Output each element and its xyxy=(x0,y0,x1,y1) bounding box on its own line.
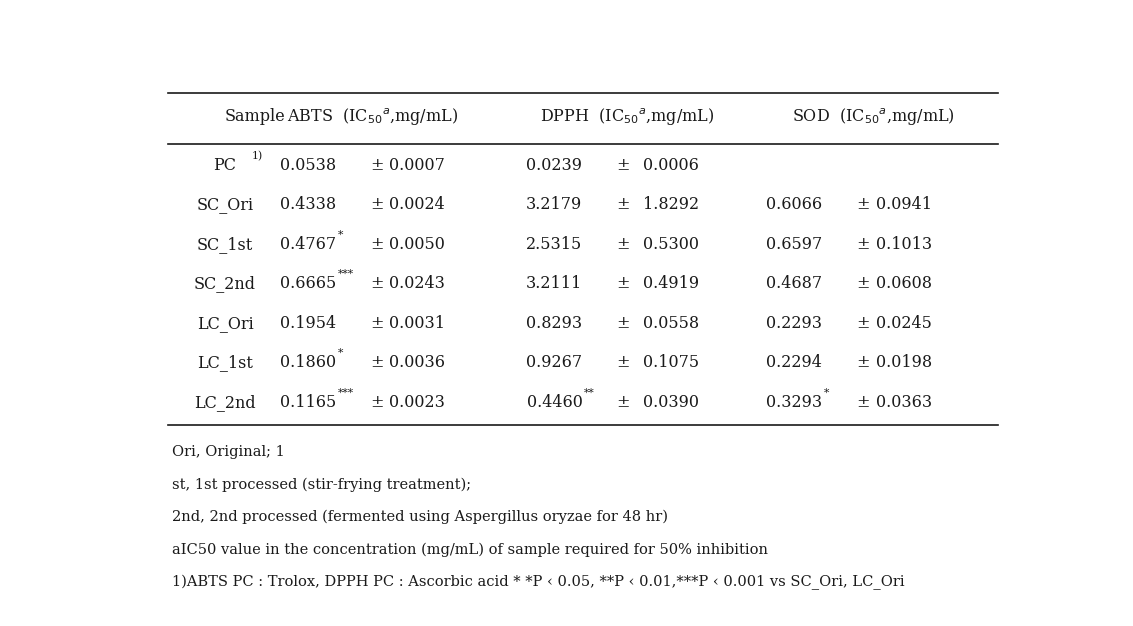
Text: LC_2nd: LC_2nd xyxy=(194,394,256,411)
Text: ±: ± xyxy=(616,315,630,332)
Text: ±: ± xyxy=(857,315,870,332)
Text: ±: ± xyxy=(616,394,630,411)
Text: 2nd, 2nd processed (fermented using Aspergillus oryzae for 48 hr): 2nd, 2nd processed (fermented using Aspe… xyxy=(172,510,668,525)
Text: st, 1st processed (stir-frying treatment);: st, 1st processed (stir-frying treatment… xyxy=(172,477,471,491)
Text: ±: ± xyxy=(616,354,630,371)
Text: SC_Ori: SC_Ori xyxy=(196,197,254,213)
Text: SC_1st: SC_1st xyxy=(197,236,253,253)
Text: 0.0024: 0.0024 xyxy=(389,197,444,213)
Text: ±: ± xyxy=(370,394,384,411)
Text: 0.0239: 0.0239 xyxy=(527,156,582,174)
Text: 0.0036: 0.0036 xyxy=(389,354,444,371)
Text: 2.5315: 2.5315 xyxy=(526,236,582,253)
Text: ±: ± xyxy=(370,354,384,371)
Text: 0.6665: 0.6665 xyxy=(280,275,337,292)
Text: ±: ± xyxy=(370,315,384,332)
Text: **: ** xyxy=(585,387,595,398)
Text: ***: *** xyxy=(339,387,355,398)
Text: ±: ± xyxy=(857,354,870,371)
Text: ±: ± xyxy=(857,236,870,253)
Text: 0.4338: 0.4338 xyxy=(281,197,337,213)
Text: 0.1075: 0.1075 xyxy=(644,354,699,371)
Text: 0.5300: 0.5300 xyxy=(644,236,699,253)
Text: ±: ± xyxy=(857,394,870,411)
Text: PC: PC xyxy=(213,156,237,174)
Text: 0.0023: 0.0023 xyxy=(389,394,444,411)
Text: aIC50 value in the concentration (mg/mL) of sample required for 50% inhibition: aIC50 value in the concentration (mg/mL)… xyxy=(172,543,768,557)
Text: 0.0006: 0.0006 xyxy=(644,156,699,174)
Text: 0.2293: 0.2293 xyxy=(766,315,823,332)
Text: LC_Ori: LC_Ori xyxy=(197,315,254,332)
Text: *: * xyxy=(339,230,343,240)
Text: *: * xyxy=(824,387,829,398)
Text: ±: ± xyxy=(370,236,384,253)
Text: 0.0363: 0.0363 xyxy=(876,394,932,411)
Text: 0.4919: 0.4919 xyxy=(644,275,699,292)
Text: Sample: Sample xyxy=(225,108,286,125)
Text: 0.4460: 0.4460 xyxy=(527,394,582,411)
Text: ±: ± xyxy=(370,156,384,174)
Text: 0.0031: 0.0031 xyxy=(389,315,444,332)
Text: 0.8293: 0.8293 xyxy=(527,315,582,332)
Text: ±: ± xyxy=(857,197,870,213)
Text: 0.0007: 0.0007 xyxy=(389,156,444,174)
Text: 0.1013: 0.1013 xyxy=(876,236,932,253)
Text: 0.0243: 0.0243 xyxy=(389,275,444,292)
Text: LC_1st: LC_1st xyxy=(197,354,253,371)
Text: 0.3293: 0.3293 xyxy=(766,394,823,411)
Text: 1): 1) xyxy=(252,150,263,161)
Text: SC_2nd: SC_2nd xyxy=(194,275,256,292)
Text: 3.2111: 3.2111 xyxy=(526,275,582,292)
Text: *: * xyxy=(339,348,343,358)
Text: 0.0538: 0.0538 xyxy=(281,156,337,174)
Text: Ori, Original; 1: Ori, Original; 1 xyxy=(172,444,286,459)
Text: 0.4767: 0.4767 xyxy=(281,236,337,253)
Text: 0.0390: 0.0390 xyxy=(644,394,699,411)
Text: ABTS  (IC$_{50}$$^{a}$,mg/mL): ABTS (IC$_{50}$$^{a}$,mg/mL) xyxy=(287,106,458,126)
Text: ±: ± xyxy=(370,275,384,292)
Text: ±: ± xyxy=(857,275,870,292)
Text: 0.1860: 0.1860 xyxy=(281,354,337,371)
Text: 0.1165: 0.1165 xyxy=(280,394,337,411)
Text: ±: ± xyxy=(616,156,630,174)
Text: ±: ± xyxy=(616,275,630,292)
Text: 3.2179: 3.2179 xyxy=(526,197,582,213)
Text: 0.0050: 0.0050 xyxy=(389,236,444,253)
Text: 0.0198: 0.0198 xyxy=(876,354,932,371)
Text: 0.2294: 0.2294 xyxy=(766,354,823,371)
Text: 1.8292: 1.8292 xyxy=(644,197,699,213)
Text: 0.0245: 0.0245 xyxy=(876,315,932,332)
Text: 0.0941: 0.0941 xyxy=(876,197,932,213)
Text: 0.6066: 0.6066 xyxy=(766,197,823,213)
Text: 0.0558: 0.0558 xyxy=(644,315,699,332)
Text: 0.6597: 0.6597 xyxy=(766,236,823,253)
Text: 0.9267: 0.9267 xyxy=(527,354,582,371)
Text: 0.1954: 0.1954 xyxy=(281,315,337,332)
Text: DPPH  (IC$_{50}$$^{a}$,mg/mL): DPPH (IC$_{50}$$^{a}$,mg/mL) xyxy=(540,106,714,126)
Text: 0.0608: 0.0608 xyxy=(876,275,932,292)
Text: ***: *** xyxy=(339,269,355,279)
Text: 0.4687: 0.4687 xyxy=(766,275,823,292)
Text: ±: ± xyxy=(616,197,630,213)
Text: ±: ± xyxy=(370,197,384,213)
Text: ±: ± xyxy=(616,236,630,253)
Text: SOD  (IC$_{50}$$^{a}$,mg/mL): SOD (IC$_{50}$$^{a}$,mg/mL) xyxy=(792,106,954,126)
Text: 1)ABTS PC : Trolox, DPPH PC : Ascorbic acid * *P ‹ 0.05, **P ‹ 0.01,***P ‹ 0.001: 1)ABTS PC : Trolox, DPPH PC : Ascorbic a… xyxy=(172,575,905,590)
